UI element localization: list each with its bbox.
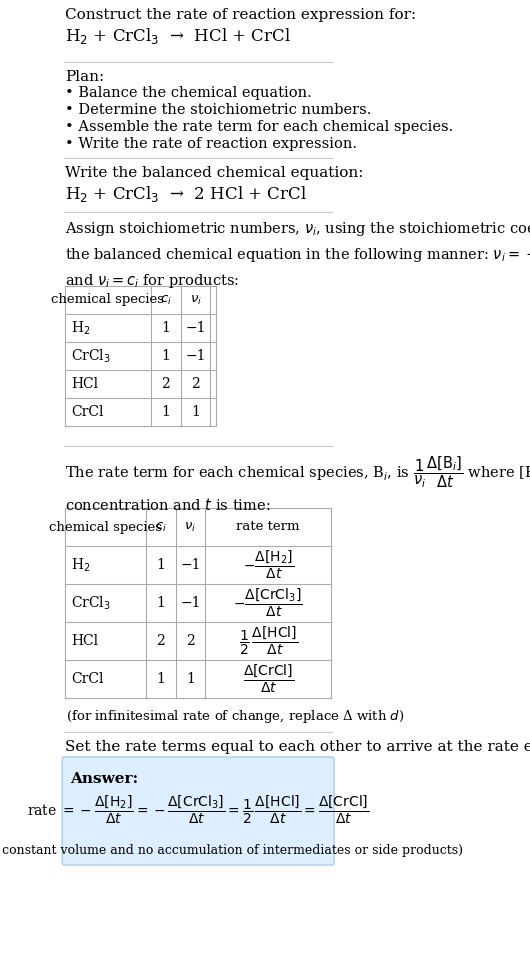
Text: 2: 2 [156,634,165,648]
Text: chemical species: chemical species [49,520,162,534]
Text: H$_2$ + CrCl$_3$  →  2 HCl + CrCl: H$_2$ + CrCl$_3$ → 2 HCl + CrCl [65,184,307,204]
Text: H$_2$: H$_2$ [71,556,91,574]
Text: Construct the rate of reaction expression for:: Construct the rate of reaction expressio… [65,8,416,22]
Text: $\dfrac{\Delta[\mathrm{CrCl}]}{\Delta t}$: $\dfrac{\Delta[\mathrm{CrCl}]}{\Delta t}… [243,663,294,695]
Text: 1: 1 [156,558,165,572]
Text: CrCl: CrCl [71,672,104,686]
Text: Assign stoichiometric numbers, $\nu_i$, using the stoichiometric coefficients, $: Assign stoichiometric numbers, $\nu_i$, … [65,220,530,290]
Text: • Assemble the rate term for each chemical species.: • Assemble the rate term for each chemic… [65,120,453,134]
Text: 1: 1 [156,672,165,686]
Text: 1: 1 [156,596,165,610]
Text: 1: 1 [161,321,170,335]
Text: (assuming constant volume and no accumulation of intermediates or side products): (assuming constant volume and no accumul… [0,844,463,857]
Text: −1: −1 [186,349,206,363]
Text: 2: 2 [186,634,195,648]
Text: H$_2$ + CrCl$_3$  →  HCl + CrCl: H$_2$ + CrCl$_3$ → HCl + CrCl [65,26,291,46]
Text: 1: 1 [186,672,195,686]
Text: −1: −1 [180,558,200,572]
Text: rate term: rate term [236,520,300,534]
Text: Answer:: Answer: [70,772,138,786]
Text: HCl: HCl [71,377,98,391]
Text: $c_i$: $c_i$ [160,294,172,306]
Text: Set the rate terms equal to each other to arrive at the rate expression:: Set the rate terms equal to each other t… [65,740,530,754]
Text: • Balance the chemical equation.: • Balance the chemical equation. [65,86,312,100]
Text: $-\dfrac{\Delta[\mathrm{H_2}]}{\Delta t}$: $-\dfrac{\Delta[\mathrm{H_2}]}{\Delta t}… [243,549,294,581]
Text: 1: 1 [161,349,170,363]
Text: 2: 2 [161,377,170,391]
Text: • Write the rate of reaction expression.: • Write the rate of reaction expression. [65,137,357,151]
Text: CrCl$_3$: CrCl$_3$ [71,594,111,612]
Text: $c_i$: $c_i$ [155,520,166,534]
Text: 1: 1 [161,405,170,419]
Text: $-\dfrac{\Delta[\mathrm{CrCl_3}]}{\Delta t}$: $-\dfrac{\Delta[\mathrm{CrCl_3}]}{\Delta… [233,587,303,619]
Text: HCl: HCl [71,634,98,648]
Text: $\nu_i$: $\nu_i$ [184,520,196,534]
Text: 2: 2 [191,377,200,391]
FancyBboxPatch shape [62,757,334,865]
Text: The rate term for each chemical species, B$_i$, is $\dfrac{1}{\nu_i}\dfrac{\Delt: The rate term for each chemical species,… [65,454,530,513]
Text: CrCl: CrCl [71,405,104,419]
Text: H$_2$: H$_2$ [71,319,91,337]
Text: Write the balanced chemical equation:: Write the balanced chemical equation: [65,166,364,180]
Text: −1: −1 [180,596,200,610]
Text: rate $= -\dfrac{\Delta[\mathrm{H_2}]}{\Delta t} = -\dfrac{\Delta[\mathrm{CrCl_3}: rate $= -\dfrac{\Delta[\mathrm{H_2}]}{\D… [27,793,369,826]
Text: Plan:: Plan: [65,70,104,84]
Text: 1: 1 [191,405,200,419]
Text: chemical species: chemical species [51,294,164,306]
Text: • Determine the stoichiometric numbers.: • Determine the stoichiometric numbers. [65,103,371,117]
Text: (for infinitesimal rate of change, replace Δ with $d$): (for infinitesimal rate of change, repla… [66,708,404,725]
Text: $\dfrac{1}{2}\,\dfrac{\Delta[\mathrm{HCl}]}{\Delta t}$: $\dfrac{1}{2}\,\dfrac{\Delta[\mathrm{HCl… [238,625,298,657]
Text: CrCl$_3$: CrCl$_3$ [71,347,111,365]
Text: $\nu_i$: $\nu_i$ [190,294,201,306]
Text: −1: −1 [186,321,206,335]
